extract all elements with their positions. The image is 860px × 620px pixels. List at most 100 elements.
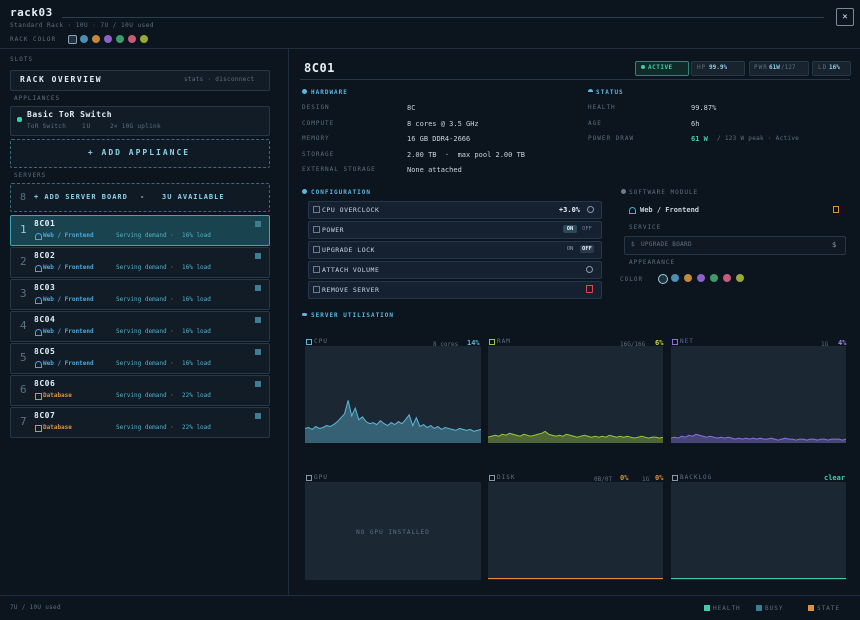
module-name: Web / Frontend: [640, 206, 700, 214]
panel-label: RAM: [497, 338, 511, 345]
legend-label: STATE: [817, 605, 841, 612]
rack-color-swatch: [80, 35, 88, 43]
server-slot: 7: [20, 415, 27, 428]
role-icon: [35, 393, 42, 400]
server-sep: ·: [170, 360, 174, 367]
appliance-size: 1U: [82, 123, 92, 130]
config-row[interactable]: [308, 281, 602, 299]
overclock-value: +3.0%: [558, 206, 580, 214]
role-icon: [35, 361, 42, 368]
panel-value: 0%: [655, 474, 664, 482]
rack-color-swatch: [116, 35, 124, 43]
config-row[interactable]: [308, 201, 602, 219]
panel-icon: [489, 475, 495, 481]
ld-value: 16%: [829, 64, 840, 71]
gear-icon: [586, 266, 593, 273]
server-slot: 6: [20, 383, 27, 396]
panel-icon: [306, 475, 312, 481]
hw-label: DESIGN: [302, 104, 330, 111]
server-load: 16% load: [182, 264, 211, 271]
legend-swatch: [756, 605, 762, 611]
server-name: 8C01: [34, 219, 56, 228]
rack-color-swatch: [92, 35, 100, 43]
config-row[interactable]: [308, 241, 602, 259]
server-indicator: [255, 349, 261, 355]
legend-swatch: [808, 605, 814, 611]
servers-label: SERVERS: [14, 172, 47, 179]
appliance-spec: 2× 10G uplink: [110, 123, 161, 130]
module-color-swatch: [684, 274, 692, 282]
server-item[interactable]: [10, 215, 270, 246]
toggle-on[interactable]: ON: [566, 246, 574, 252]
pwr-value: 61W: [769, 64, 780, 71]
chart-area: [488, 346, 663, 443]
server-item[interactable]: [10, 407, 270, 438]
server-slot: 5: [20, 351, 27, 364]
close-button[interactable]: ✕: [836, 8, 854, 26]
panel-label: CPU: [314, 338, 328, 345]
config-label: CPU OVERCLOCK: [322, 206, 380, 214]
section-icon: [621, 189, 626, 194]
pwr-label: PWR: [754, 64, 768, 71]
appliance-name: Basic ToR Switch: [27, 110, 113, 119]
add-server-button[interactable]: [10, 183, 270, 212]
role-icon: [35, 265, 42, 272]
hp-value: 99.9%: [709, 64, 728, 71]
config-row[interactable]: [308, 221, 602, 239]
overview-actions: stats · disconnect: [184, 76, 255, 83]
hardware-title: HARDWARE: [311, 89, 348, 96]
panel-value: 4%: [838, 339, 847, 347]
rack-color-swatch: [68, 35, 77, 44]
overview-title: RACK OVERVIEW: [20, 75, 103, 84]
server-indicator: [255, 413, 261, 419]
server-item[interactable]: [10, 279, 270, 310]
hp-label: HP: [697, 64, 707, 71]
panel-info: 1G: [642, 476, 650, 483]
panel-info: 8 cores: [433, 341, 459, 348]
footer-divider: [0, 595, 860, 596]
server-indicator: [255, 381, 261, 387]
status-title: STATUS: [596, 89, 624, 96]
overview-box[interactable]: [10, 70, 270, 91]
module-color-swatch: [710, 274, 718, 282]
server-item[interactable]: [10, 311, 270, 342]
chart-area: [488, 482, 663, 580]
server-status: Serving demand: [116, 424, 167, 431]
hw-label: STORAGE: [302, 150, 335, 158]
server-item[interactable]: [10, 375, 270, 406]
section-icon: [588, 89, 593, 92]
upgrade-dollar: $: [631, 241, 636, 248]
upgrade-input[interactable]: [624, 236, 846, 255]
sparkline-area: [671, 434, 846, 443]
power-label: POWER DRAW: [588, 135, 635, 142]
color-label: COLOR: [620, 276, 644, 283]
header-rule: [62, 17, 824, 18]
server-slot: 3: [20, 287, 27, 300]
server-item[interactable]: [10, 343, 270, 374]
server-status: Serving demand: [116, 360, 167, 367]
rack-color-swatch: [128, 35, 136, 43]
chart-area: [671, 482, 846, 580]
toggle-on[interactable]: ON: [563, 225, 577, 233]
software-title: SOFTWARE MODULE: [629, 189, 699, 196]
config-row[interactable]: [308, 261, 602, 279]
sparkline-line: [488, 430, 663, 439]
add-appliance-button[interactable]: [10, 139, 270, 168]
appliance-type: ToR Switch: [27, 123, 67, 130]
row-icon: [313, 266, 320, 273]
server-slot: 4: [20, 319, 27, 332]
section-icon: [302, 189, 307, 194]
toggle-off[interactable]: OFF: [582, 226, 592, 232]
panel-value: 14%: [467, 339, 480, 347]
state-text: ACTIVE: [648, 64, 673, 71]
panel-value: 0%: [620, 474, 629, 482]
role-icon: [35, 329, 42, 336]
toggle-off[interactable]: OFF: [580, 245, 594, 253]
server-load: 22% load: [182, 424, 211, 431]
status-value: 6h: [691, 119, 700, 128]
section-icon: [302, 89, 307, 94]
appliance-box[interactable]: [10, 106, 270, 136]
sparkline: [488, 430, 663, 443]
server-item[interactable]: [10, 247, 270, 278]
server-role: Web / Frontend: [43, 296, 94, 303]
